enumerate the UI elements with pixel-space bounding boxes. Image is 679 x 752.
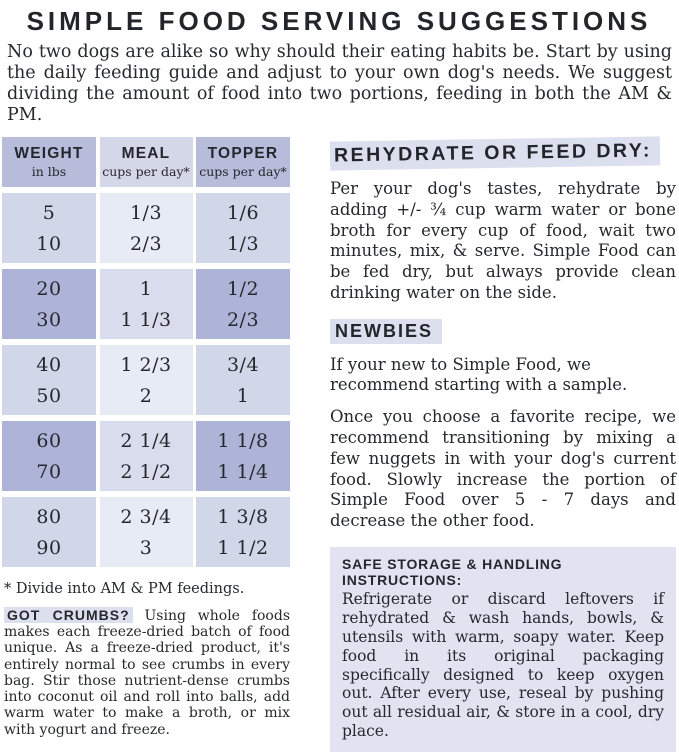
- weight-value: 5: [42, 201, 56, 224]
- meal-value: 1: [139, 277, 153, 300]
- header-weight-title: WEIGHT: [14, 145, 84, 162]
- got-crumbs-heading: GOT CRUMBS?: [4, 607, 133, 623]
- meal-value: 2 1/4: [120, 429, 172, 452]
- meal-value: 1 1/3: [120, 308, 172, 331]
- header-topper: TOPPER cups per day*: [196, 137, 290, 187]
- safe-storage-body: Refrigerate or discard leftovers if rehy…: [342, 589, 664, 741]
- weight-value: 30: [36, 308, 62, 331]
- header-weight-subtitle: in lbs: [31, 164, 67, 179]
- instructions-column: REHYDRATE OR FEED DRY: Per your dog's ta…: [329, 136, 676, 752]
- topper-value: 1 1/8: [217, 429, 269, 452]
- topper-value: 3/4: [226, 353, 260, 376]
- weight-value: 20: [36, 277, 62, 300]
- newbies-paragraph-sample: If your new to Simple Food, we recommend…: [330, 354, 628, 395]
- weight-value: 60: [36, 429, 62, 452]
- meal-column: 2 3/4 3: [99, 497, 193, 567]
- header-topper-subtitle: cups per day*: [199, 164, 287, 179]
- meal-value: 2 3/4: [120, 505, 172, 528]
- topper-column: 1/6 1/3: [196, 193, 290, 263]
- rehydrate-paragraph: Per your dog's tastes, rehydrate by addi…: [330, 179, 676, 302]
- header-topper-title: TOPPER: [207, 145, 279, 162]
- weight-column: 60 70: [2, 421, 96, 491]
- intro-paragraph: No two dogs are alike so why should thei…: [7, 42, 672, 125]
- weight-value: 90: [36, 536, 62, 559]
- weight-value: 80: [36, 505, 62, 528]
- meal-column: 1/3 2/3: [99, 193, 193, 263]
- header-meal-title: MEAL: [121, 145, 171, 162]
- header-meal: MEAL cups per day*: [99, 137, 193, 187]
- table-group-80-90: 80 90 2 3/4 3 1 3/8 1 1/2: [2, 497, 290, 567]
- topper-value: 1/6: [226, 201, 260, 224]
- meal-column: 1 1 1/3: [99, 269, 193, 339]
- header-meal-subtitle: cups per day*: [102, 164, 190, 179]
- meal-value: 2 1/2: [120, 460, 172, 483]
- weight-value: 50: [36, 384, 62, 407]
- feeding-guide-column: WEIGHT in lbs MEAL cups per day* TOPPER …: [2, 137, 290, 738]
- weight-column: 20 30: [2, 269, 96, 339]
- topper-value: 1/3: [226, 232, 260, 255]
- topper-value: 1 3/8: [217, 505, 269, 528]
- table-group-60-70: 60 70 2 1/4 2 1/2 1 1/8 1 1/4: [2, 421, 290, 491]
- weight-value: 70: [36, 460, 62, 483]
- safe-storage-box: SAFE STORAGE & HANDLING INSTRUCTIONS: Re…: [330, 546, 676, 752]
- safe-storage-heading: SAFE STORAGE & HANDLING INSTRUCTIONS:: [342, 555, 563, 588]
- table-group-5-10: 5 10 1/3 2/3 1/6 1/3: [2, 193, 290, 263]
- table-group-20-30: 20 30 1 1 1/3 1/2 2/3: [2, 269, 290, 339]
- page-title: SIMPLE FOOD SERVING SUGGESTIONS: [26, 6, 652, 36]
- topper-value: 1/2: [226, 277, 260, 300]
- topper-column: 1 3/8 1 1/2: [196, 497, 290, 567]
- rehydrate-heading: REHYDRATE OR FEED DRY:: [329, 136, 661, 171]
- header-weight: WEIGHT in lbs: [2, 137, 96, 187]
- meal-column: 2 1/4 2 1/2: [99, 421, 193, 491]
- weight-column: 80 90: [2, 497, 96, 567]
- meal-value: 3: [139, 536, 153, 559]
- feeding-table-header: WEIGHT in lbs MEAL cups per day* TOPPER …: [2, 137, 290, 187]
- got-crumbs-body: Using whole foods makes each freeze-drie…: [4, 608, 291, 738]
- table-group-40-50: 40 50 1 2/3 2 3/4 1: [2, 345, 290, 415]
- weight-value: 10: [36, 232, 62, 255]
- topper-column: 3/4 1: [196, 345, 290, 415]
- topper-value: 1 1/2: [217, 536, 269, 559]
- meal-column: 1 2/3 2: [99, 345, 193, 415]
- content-columns: WEIGHT in lbs MEAL cups per day* TOPPER …: [2, 136, 676, 752]
- got-crumbs-paragraph: GOT CRUMBS? Using whole foods makes each…: [4, 607, 290, 738]
- topper-value: 2/3: [226, 308, 260, 331]
- topper-column: 1 1/8 1 1/4: [196, 421, 290, 491]
- weight-column: 5 10: [2, 193, 96, 263]
- topper-column: 1/2 2/3: [196, 269, 290, 339]
- meal-value: 1 2/3: [120, 353, 172, 376]
- table-footnote: * Divide into AM & PM feedings.: [4, 581, 245, 597]
- newbies-paragraph-transition: Once you choose a favorite recipe, we re…: [330, 407, 676, 531]
- newbies-heading: NEWBIES: [330, 318, 443, 344]
- topper-value: 1: [236, 384, 250, 407]
- meal-value: 2/3: [129, 232, 163, 255]
- meal-value: 2: [139, 384, 153, 407]
- topper-value: 1 1/4: [217, 460, 269, 483]
- weight-column: 40 50: [2, 345, 96, 415]
- meal-value: 1/3: [129, 201, 163, 224]
- weight-value: 40: [36, 353, 62, 376]
